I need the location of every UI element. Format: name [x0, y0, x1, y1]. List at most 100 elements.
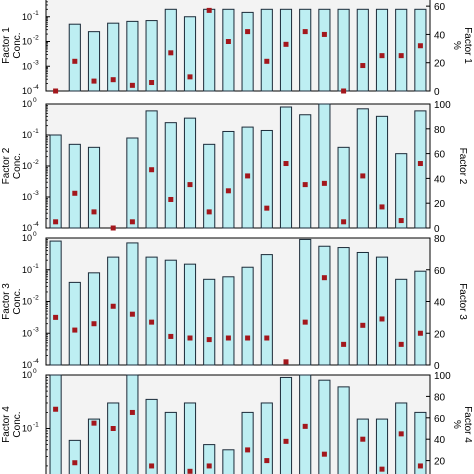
percent-marker [110, 426, 116, 431]
conc-bar [279, 106, 293, 229]
conc-bar [183, 263, 197, 366]
conc-bar [318, 379, 331, 474]
conc-bar [126, 20, 139, 92]
conc-bar [241, 411, 254, 474]
left-tick-label: 10 [22, 370, 32, 380]
right-tick-label: 80 [434, 125, 446, 136]
conc-bar [260, 129, 273, 229]
conc-bar [337, 386, 350, 474]
right-tick-label: 60 [434, 414, 446, 425]
right-tick-label: 40 [434, 435, 446, 446]
left-tick-label: 10 [22, 192, 32, 202]
percent-marker [91, 321, 97, 327]
conc-bar [183, 16, 197, 92]
percent-marker [129, 311, 135, 317]
left-tick-label: 10 [22, 297, 32, 307]
conc-bar [356, 8, 369, 92]
percent-marker [245, 335, 251, 341]
left-axis-label: Factor 4 [1, 406, 12, 443]
percent-marker [360, 173, 366, 179]
percent-marker [110, 303, 116, 309]
percent-marker [379, 466, 385, 472]
percent-marker [379, 316, 385, 322]
left-tick-exponent: -2 [33, 159, 39, 166]
percent-marker [302, 29, 308, 35]
conc-bar [222, 130, 235, 229]
percent-marker [53, 88, 59, 94]
percent-marker [417, 43, 423, 49]
left-tick-exponent: -2 [33, 295, 39, 302]
right-tick-label: 0 [434, 361, 440, 372]
conc-bar [87, 418, 101, 474]
left-axis-label: Factor 3 [1, 283, 12, 320]
conc-bar [356, 251, 369, 366]
conc-bar [241, 11, 254, 92]
percent-marker [245, 173, 251, 179]
percent-marker [91, 209, 97, 215]
left-tick-label: 10 [22, 61, 32, 71]
percent-marker [206, 7, 212, 13]
conc-bar [241, 266, 254, 366]
left-tick-exponent: 0 [33, 368, 37, 375]
conc-bar [107, 256, 120, 366]
right-tick-label: 20 [434, 59, 446, 70]
conc-bar [279, 8, 293, 92]
left-tick-exponent: -1 [33, 263, 39, 270]
percent-marker [360, 63, 366, 69]
conc-bar [87, 146, 101, 229]
percent-marker [302, 182, 308, 188]
conc-bar [145, 398, 158, 474]
percent-marker [225, 188, 231, 194]
percent-marker [341, 219, 347, 225]
percent-marker [149, 167, 155, 173]
conc-bar [164, 411, 177, 474]
left-tick-label: 10 [22, 223, 32, 233]
percent-marker [72, 58, 78, 64]
conc-bar [164, 8, 177, 92]
conc-bar [183, 402, 197, 474]
percent-marker [264, 205, 270, 211]
left-axis-label: Conc. [12, 411, 23, 437]
left-tick-exponent: -3 [33, 59, 39, 66]
conc-bar [318, 245, 331, 366]
conc-bar [164, 122, 177, 229]
conc-bar [299, 8, 312, 92]
percent-marker [110, 225, 116, 231]
percent-marker [168, 333, 174, 339]
percent-marker [149, 80, 155, 86]
conc-bar [414, 411, 427, 474]
conc-bar [375, 256, 389, 366]
percent-marker [321, 275, 327, 281]
percent-marker [283, 438, 289, 444]
percent-marker [398, 53, 404, 59]
percent-marker [379, 53, 385, 59]
percent-marker [283, 41, 289, 47]
conc-bar [126, 374, 139, 474]
conc-bar [414, 270, 427, 366]
left-tick-label: 10 [22, 37, 32, 47]
right-tick-label: 100 [434, 100, 451, 111]
percent-marker [72, 460, 78, 466]
conc-bar [414, 8, 427, 92]
conc-bar [68, 143, 81, 229]
left-tick-label: 10 [22, 328, 32, 338]
left-tick-label: 10 [22, 161, 32, 171]
right-tick-label: 0 [434, 87, 440, 98]
left-tick-label: 10 [22, 130, 32, 140]
percent-marker [379, 204, 385, 210]
percent-marker [168, 50, 174, 56]
left-tick-label: 10 [22, 424, 32, 434]
conc-bar [395, 153, 408, 229]
left-tick-exponent: -4 [33, 358, 39, 365]
percent-marker [225, 39, 231, 44]
conc-bar [375, 115, 389, 229]
conc-bar [337, 146, 350, 229]
percent-marker [341, 88, 347, 94]
percent-marker [149, 463, 155, 469]
conc-bar [107, 402, 120, 474]
right-tick-label: 60 [434, 150, 446, 161]
right-tick-label: 20 [434, 457, 446, 468]
conc-bar [222, 276, 235, 366]
conc-bar [203, 444, 216, 474]
